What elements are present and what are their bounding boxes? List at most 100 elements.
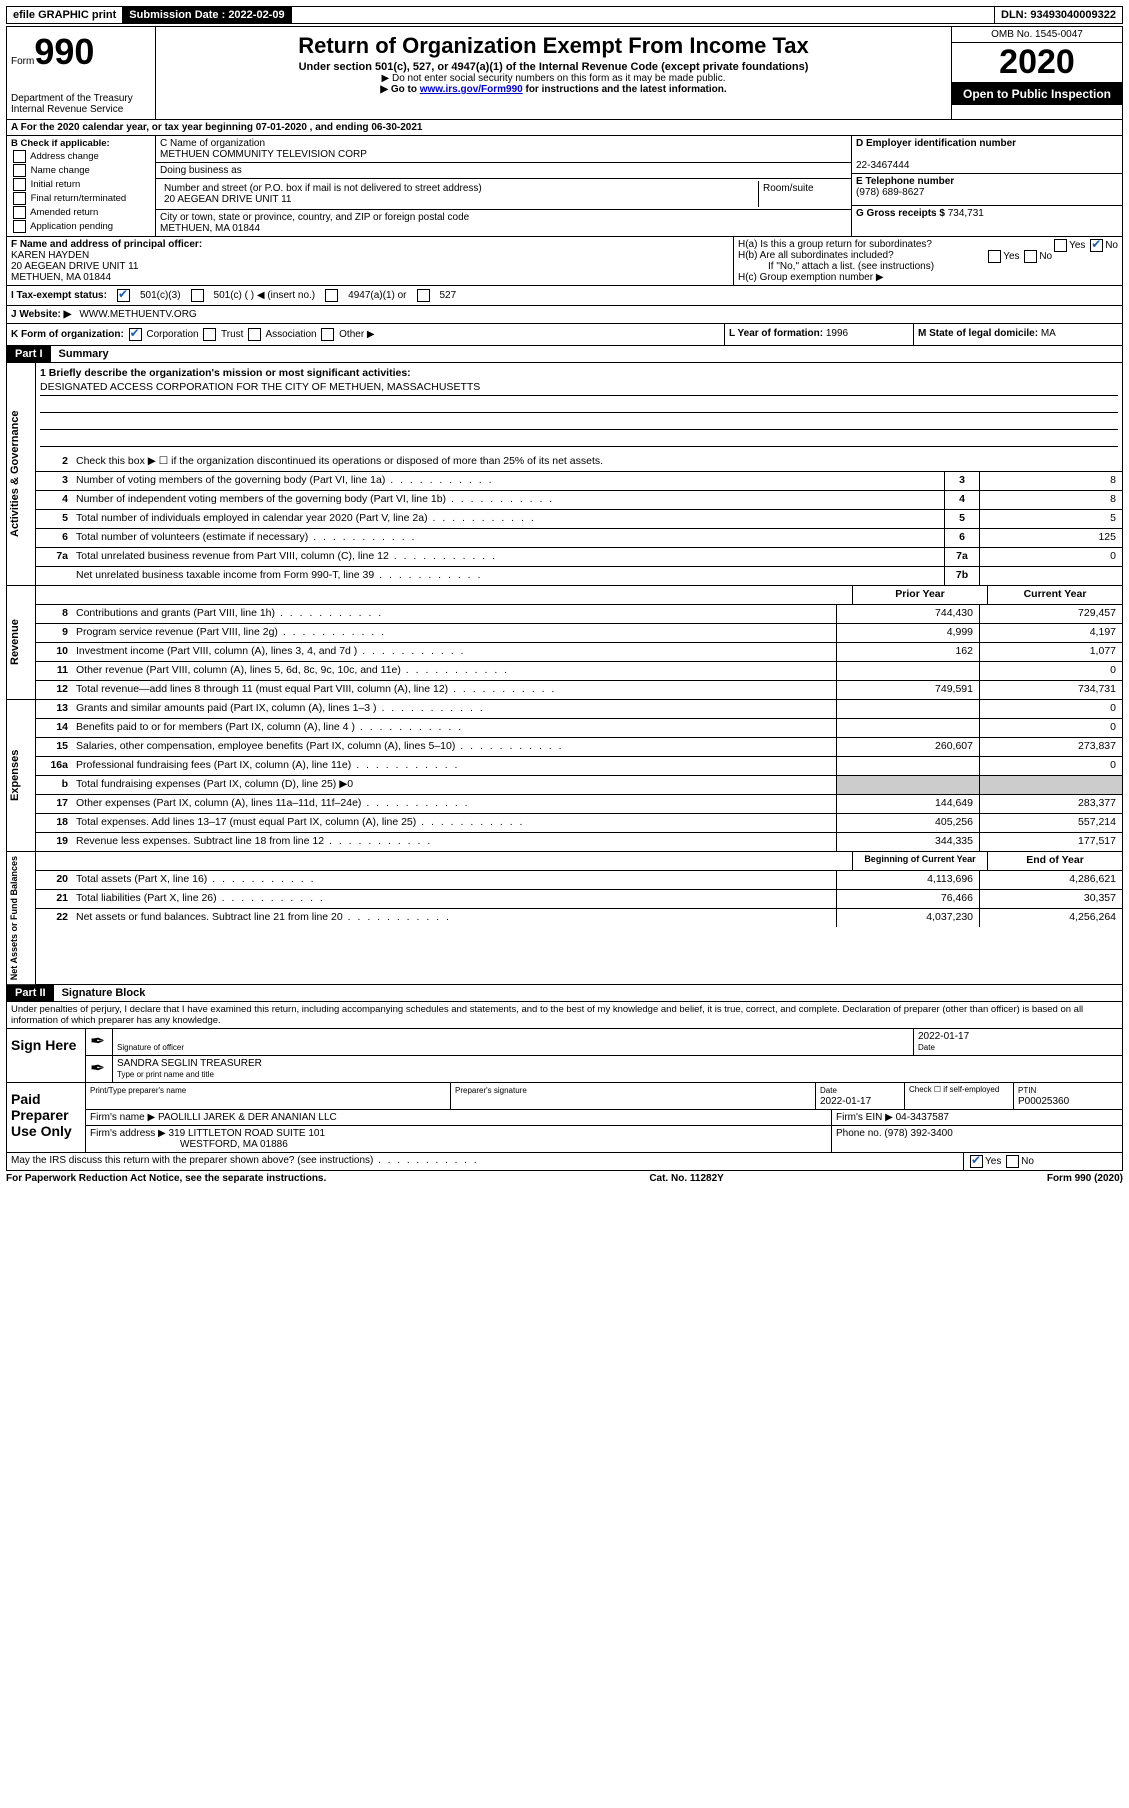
principal-officer: F Name and address of principal officer:… [7,237,734,285]
chk-amended-return[interactable]: Amended return [11,206,151,219]
chk-4947[interactable] [325,289,338,302]
phone-cell: E Telephone number (978) 689-8627 [852,174,1122,206]
line-2: 2Check this box ▶ ☐ if the organization … [36,453,1122,472]
sig-declaration: Under penalties of perjury, I declare th… [7,1002,1122,1028]
col-b-checkboxes: B Check if applicable: Address change Na… [7,136,156,236]
line-21: 21Total liabilities (Part X, line 26)76,… [36,890,1122,909]
efile-label: efile GRAPHIC print [7,7,123,23]
line-10: 10Investment income (Part VIII, column (… [36,643,1122,662]
line-14: 14Benefits paid to or for members (Part … [36,719,1122,738]
page-footer: For Paperwork Reduction Act Notice, see … [6,1171,1123,1186]
side-net-assets: Net Assets or Fund Balances [7,852,36,984]
irs-label: Internal Revenue Service [11,104,151,115]
form-title: Return of Organization Exempt From Incom… [160,33,947,59]
header-center: Return of Organization Exempt From Incom… [156,27,952,119]
line-19: 19Revenue less expenses. Subtract line 1… [36,833,1122,851]
side-revenue: Revenue [7,586,36,699]
org-name-cell: C Name of organization METHUEN COMMUNITY… [156,136,851,163]
chk-final-return[interactable]: Final return/terminated [11,192,151,205]
side-expenses: Expenses [7,700,36,851]
gov-line-5: 5Total number of individuals employed in… [36,510,1122,529]
gov-line-6: 6Total number of volunteers (estimate if… [36,529,1122,548]
sign-here-row: Sign Here ✒ Signature of officer 2022-01… [7,1028,1122,1082]
footer-mid: Cat. No. 11282Y [649,1173,723,1184]
line-16a: 16aProfessional fundraising fees (Part I… [36,757,1122,776]
open-public-badge: Open to Public Inspection [952,83,1122,105]
chk-501c[interactable] [191,289,204,302]
h-group-return: H(a) Is this a group return for subordin… [734,237,1122,285]
line-12: 12Total revenue—add lines 8 through 11 (… [36,681,1122,699]
top-spacer [292,7,995,23]
gov-line-4: 4Number of independent voting members of… [36,491,1122,510]
chk-name-change[interactable]: Name change [11,164,151,177]
line-17: 17Other expenses (Part IX, column (A), l… [36,795,1122,814]
section-net-assets: Net Assets or Fund Balances Beginning of… [6,852,1123,985]
chk-501c3[interactable] [117,289,130,302]
signature-block: Under penalties of perjury, I declare th… [6,1002,1123,1171]
k-form-org: K Form of organization: Corporation Trus… [7,324,725,345]
omb-number: OMB No. 1545-0047 [952,27,1122,43]
sign-here-label: Sign Here [7,1029,86,1082]
row-i-tax-status: I Tax-exempt status: 501(c)(3) 501(c) ( … [6,286,1123,306]
irs-link[interactable]: www.irs.gov/Form990 [420,84,523,95]
chk-trust[interactable] [203,328,216,341]
part-ii-title: Signature Block [54,985,154,1001]
section-governance: Activities & Governance 1 Briefly descri… [6,363,1123,586]
dept-treasury: Department of the Treasury [11,93,151,104]
part-i-badge: Part I [7,346,51,362]
top-bar: efile GRAPHIC print Submission Date : 20… [6,6,1123,24]
side-governance: Activities & Governance [7,363,36,585]
city-cell: City or town, state or province, country… [156,210,851,236]
block-fh: F Name and address of principal officer:… [6,237,1123,286]
col-c-org: C Name of organization METHUEN COMMUNITY… [156,136,852,236]
addr-cell: Number and street (or P.O. box if mail i… [156,179,851,210]
gov-line-7a: 7aTotal unrelated business revenue from … [36,548,1122,567]
tax-year: 2020 [952,43,1122,83]
line-22: 22Net assets or fund balances. Subtract … [36,909,1122,927]
row-j-website: J Website: ▶ WWW.METHUENTV.ORG [6,306,1123,324]
chk-association[interactable] [248,328,261,341]
ein-cell: D Employer identification number 22-3467… [852,136,1122,174]
dln-label: DLN: 93493040009322 [995,7,1122,23]
chk-other[interactable] [321,328,334,341]
form-subtitle: Under section 501(c), 527, or 4947(a)(1)… [160,61,947,73]
chk-application-pending[interactable]: Application pending [11,220,151,233]
discuss-yes-no[interactable]: Yes No [964,1153,1122,1170]
part-ii-badge: Part II [7,985,54,1001]
row-klm: K Form of organization: Corporation Trus… [6,324,1123,346]
line-b: bTotal fundraising expenses (Part IX, co… [36,776,1122,795]
submission-date-btn[interactable]: Submission Date : 2022-02-09 [123,7,291,23]
l-year-formation: L Year of formation: 1996 [725,324,914,345]
line-20: 20Total assets (Part X, line 16)4,113,69… [36,871,1122,890]
header-right: OMB No. 1545-0047 2020 Open to Public In… [952,27,1122,119]
discuss-question: May the IRS discuss this return with the… [7,1153,964,1170]
part-ii-header-row: Part II Signature Block [6,985,1123,1002]
gov-line-3: 3Number of voting members of the governi… [36,472,1122,491]
instr-1: ▶ Do not enter social security numbers o… [160,73,947,84]
chk-527[interactable] [417,289,430,302]
footer-right: Form 990 (2020) [1047,1173,1123,1184]
line-9: 9Program service revenue (Part VIII, lin… [36,624,1122,643]
line-18: 18Total expenses. Add lines 13–17 (must … [36,814,1122,833]
line-15: 15Salaries, other compensation, employee… [36,738,1122,757]
col-d-right: D Employer identification number 22-3467… [852,136,1122,236]
paid-preparer-label: Paid Preparer Use Only [7,1083,86,1152]
chk-corporation[interactable] [129,328,142,341]
header-left: Form990 Department of the Treasury Inter… [7,27,156,119]
part-i-title: Summary [51,346,117,362]
form-number: Form990 [11,31,151,73]
footer-left: For Paperwork Reduction Act Notice, see … [6,1173,326,1184]
net-header: Beginning of Current Year End of Year [36,852,1122,871]
room-suite: Room/suite [759,181,847,207]
part-i-header-row: Part I Summary [6,346,1123,363]
section-revenue: Revenue Prior Year Current Year 8Contrib… [6,586,1123,700]
dba-cell: Doing business as [156,163,851,179]
chk-initial-return[interactable]: Initial return [11,178,151,191]
block-bcdeg: B Check if applicable: Address change Na… [6,136,1123,237]
form-header: Form990 Department of the Treasury Inter… [6,26,1123,120]
line-8: 8Contributions and grants (Part VIII, li… [36,605,1122,624]
row-a-period: A For the 2020 calendar year, or tax yea… [6,120,1123,136]
m-state-domicile: M State of legal domicile: MA [914,324,1122,345]
line-13: 13Grants and similar amounts paid (Part … [36,700,1122,719]
chk-address-change[interactable]: Address change [11,150,151,163]
